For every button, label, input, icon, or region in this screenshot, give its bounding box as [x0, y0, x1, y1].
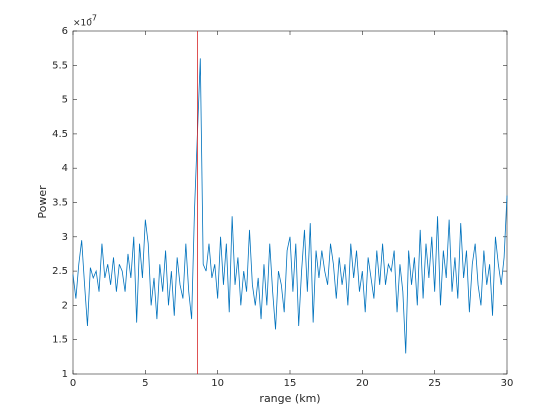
y-tick-label: 3.5	[52, 198, 68, 209]
x-tick-label: 30	[501, 378, 514, 389]
y-tick-label: 1.5	[52, 335, 68, 346]
x-tick-label: 0	[70, 378, 76, 389]
x-tick-label: 15	[284, 378, 297, 389]
x-axis-label: range (km)	[259, 392, 320, 405]
x-tick-label: 5	[142, 378, 148, 389]
y-tick-label: 4.5	[52, 129, 68, 140]
y-tick-label: 4	[62, 163, 68, 174]
y-axis-label: Power	[36, 185, 49, 219]
y-tick-label: 2.5	[52, 266, 68, 277]
y-tick-label: 6	[62, 26, 68, 37]
y-scale-exponent: -7	[89, 14, 97, 23]
y-tick-label: 5.5	[52, 60, 68, 71]
y-tick-label: 2	[62, 300, 68, 311]
data-line	[72, 58, 508, 354]
x-tick-label: 20	[356, 378, 369, 389]
y-scale-base: ×10	[73, 19, 92, 29]
y-tick-label: 1	[62, 369, 68, 380]
axes-box	[72, 30, 508, 375]
y-tick-label: 3	[62, 232, 68, 243]
y-tick-label: 5	[62, 95, 68, 106]
x-tick-label: 10	[211, 378, 224, 389]
x-tick-label: 25	[428, 378, 441, 389]
